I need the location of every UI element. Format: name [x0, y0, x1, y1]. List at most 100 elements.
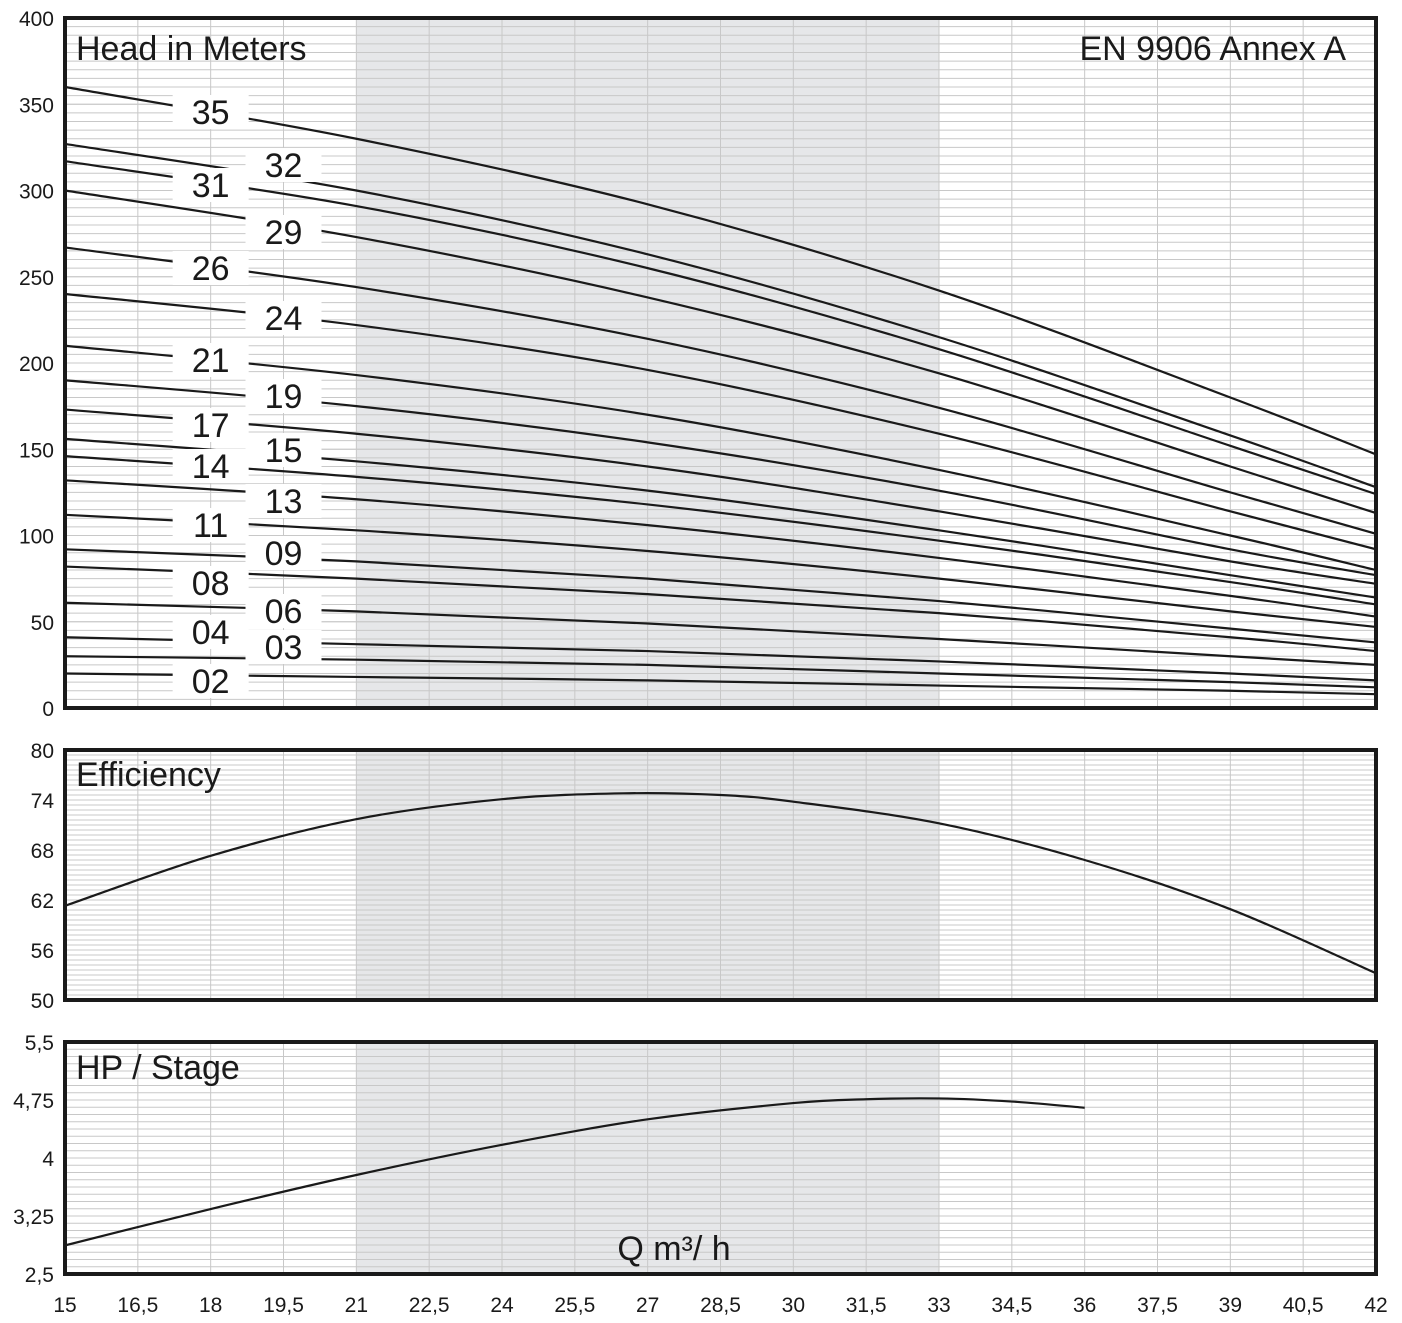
x-tick-label: 34,5 — [991, 1294, 1032, 1317]
curve-label-06: 06 — [265, 593, 303, 631]
y-tick-label: 50 — [31, 612, 54, 635]
curve-label-04: 04 — [192, 614, 230, 652]
curve-label-bg — [172, 408, 249, 442]
curve-label-32: 32 — [265, 147, 303, 185]
x-tick-label: 30 — [782, 1294, 805, 1317]
curve-label-bg — [245, 148, 322, 182]
curve-label-bg — [172, 615, 249, 649]
y-tick-label: 0 — [42, 698, 54, 721]
y-tick-label: 150 — [19, 439, 54, 462]
series-line-11 — [65, 513, 1376, 629]
panel-2: HP / Stage 2,5 3,25 4 4,75 5,5 15 16,5 18 19,5 21 2… — [13, 1032, 1388, 1317]
y-tick-label: 2,5 — [25, 1264, 54, 1287]
panel-title-0: Head in Meters — [76, 30, 307, 68]
curve-label-bg — [245, 379, 322, 413]
curve-label-bg — [245, 594, 322, 628]
series-line-35 — [65, 85, 1376, 456]
curve-label-35: 35 — [192, 94, 230, 132]
curve-label-17: 17 — [192, 407, 230, 445]
series-line-2 — [65, 1097, 1085, 1247]
curve-label-bg — [172, 664, 249, 698]
x-tick-label: 25,5 — [554, 1294, 595, 1317]
x-tick-label: 33 — [927, 1294, 950, 1317]
curve-label-bg — [172, 508, 249, 542]
x-axis-title: Q m³/ h — [617, 1230, 730, 1268]
curve-label-bg — [172, 95, 249, 129]
panel-frame — [63, 748, 1378, 1002]
panel-title-1: Efficiency — [76, 756, 221, 794]
curve-label-19: 19 — [265, 378, 303, 416]
x-tick-label: 39 — [1219, 1294, 1242, 1317]
x-tick-label: 15 — [53, 1294, 76, 1317]
series-line-1 — [65, 792, 1376, 975]
curve-label-bg — [245, 215, 322, 249]
series-line-31 — [65, 160, 1376, 496]
x-tick-label: 16,5 — [117, 1294, 158, 1317]
curve-label-02: 02 — [192, 663, 230, 701]
x-tick-label: 27 — [636, 1294, 659, 1317]
curve-label-29: 29 — [265, 214, 303, 252]
panel-title-2: HP / Stage — [76, 1049, 240, 1087]
series-line-08 — [65, 565, 1376, 653]
curve-label-26: 26 — [192, 250, 230, 288]
x-tick-label: 28,5 — [700, 1294, 741, 1317]
y-tick-label: 350 — [19, 94, 54, 117]
x-tick-label: 37,5 — [1137, 1294, 1178, 1317]
curve-label-15: 15 — [265, 432, 303, 470]
panel-frame — [63, 1040, 1378, 1276]
series-line-17 — [65, 408, 1376, 585]
y-tick-label: 400 — [19, 8, 54, 31]
y-tick-label: 62 — [31, 890, 54, 913]
x-tick-label: 36 — [1073, 1294, 1096, 1317]
x-tick-label: 31,5 — [846, 1294, 887, 1317]
y-tick-label: 68 — [31, 840, 54, 863]
x-tick-label: 42 — [1364, 1294, 1387, 1317]
curve-label-bg — [172, 566, 249, 600]
y-tick-label: 80 — [31, 740, 54, 763]
panel-0: 35 32 31 29 26 24 21 19 17 15 14 13 11 09 08 06 04 03 02 EN… — [19, 8, 1378, 721]
curve-label-bg — [245, 301, 322, 335]
curve-label-24: 24 — [265, 300, 303, 338]
x-tick-label: 24 — [490, 1294, 514, 1317]
panel-frame — [63, 16, 1378, 710]
curve-label-bg — [172, 343, 249, 377]
y-tick-label: 56 — [31, 940, 54, 963]
curve-label-bg — [172, 251, 249, 285]
curve-label-bg — [245, 536, 322, 570]
y-tick-label: 50 — [31, 990, 54, 1013]
x-tick-label: 19,5 — [263, 1294, 304, 1317]
y-tick-label: 3,25 — [13, 1206, 54, 1229]
x-tick-label: 40,5 — [1283, 1294, 1324, 1317]
curve-label-bg — [172, 168, 249, 202]
curve-label-14: 14 — [192, 448, 230, 486]
panel-1: Efficiency 50 56 62 68 74 80 — [31, 740, 1378, 1013]
y-tick-label: 4 — [42, 1148, 54, 1171]
curve-label-11: 11 — [193, 507, 228, 545]
series-line-14 — [65, 455, 1376, 606]
standard-annotation: EN 9906 Annex A — [1079, 30, 1346, 68]
curve-label-bg — [245, 630, 322, 664]
series-line-21 — [65, 344, 1376, 572]
y-tick-label: 74 — [31, 790, 55, 813]
y-tick-label: 250 — [19, 267, 54, 290]
y-tick-label: 200 — [19, 353, 54, 376]
curve-label-bg — [245, 484, 322, 518]
series-line-26 — [65, 246, 1376, 535]
y-tick-label: 100 — [19, 526, 54, 549]
curve-label-13: 13 — [265, 483, 303, 521]
curve-label-31: 31 — [192, 167, 230, 205]
y-tick-label: 5,5 — [25, 1032, 54, 1055]
x-tick-label: 21 — [345, 1294, 368, 1317]
y-tick-label: 4,75 — [13, 1090, 54, 1113]
series-line-02 — [65, 672, 1376, 696]
curve-label-08: 08 — [192, 565, 230, 603]
curve-label-bg — [172, 449, 249, 483]
curve-label-03: 03 — [265, 629, 303, 667]
curve-label-21: 21 — [192, 342, 230, 380]
y-tick-label: 300 — [19, 181, 54, 204]
curve-label-09: 09 — [265, 535, 303, 573]
curve-label-bg — [245, 433, 322, 467]
x-tick-label: 18 — [199, 1294, 222, 1317]
x-tick-label: 22,5 — [409, 1294, 450, 1317]
